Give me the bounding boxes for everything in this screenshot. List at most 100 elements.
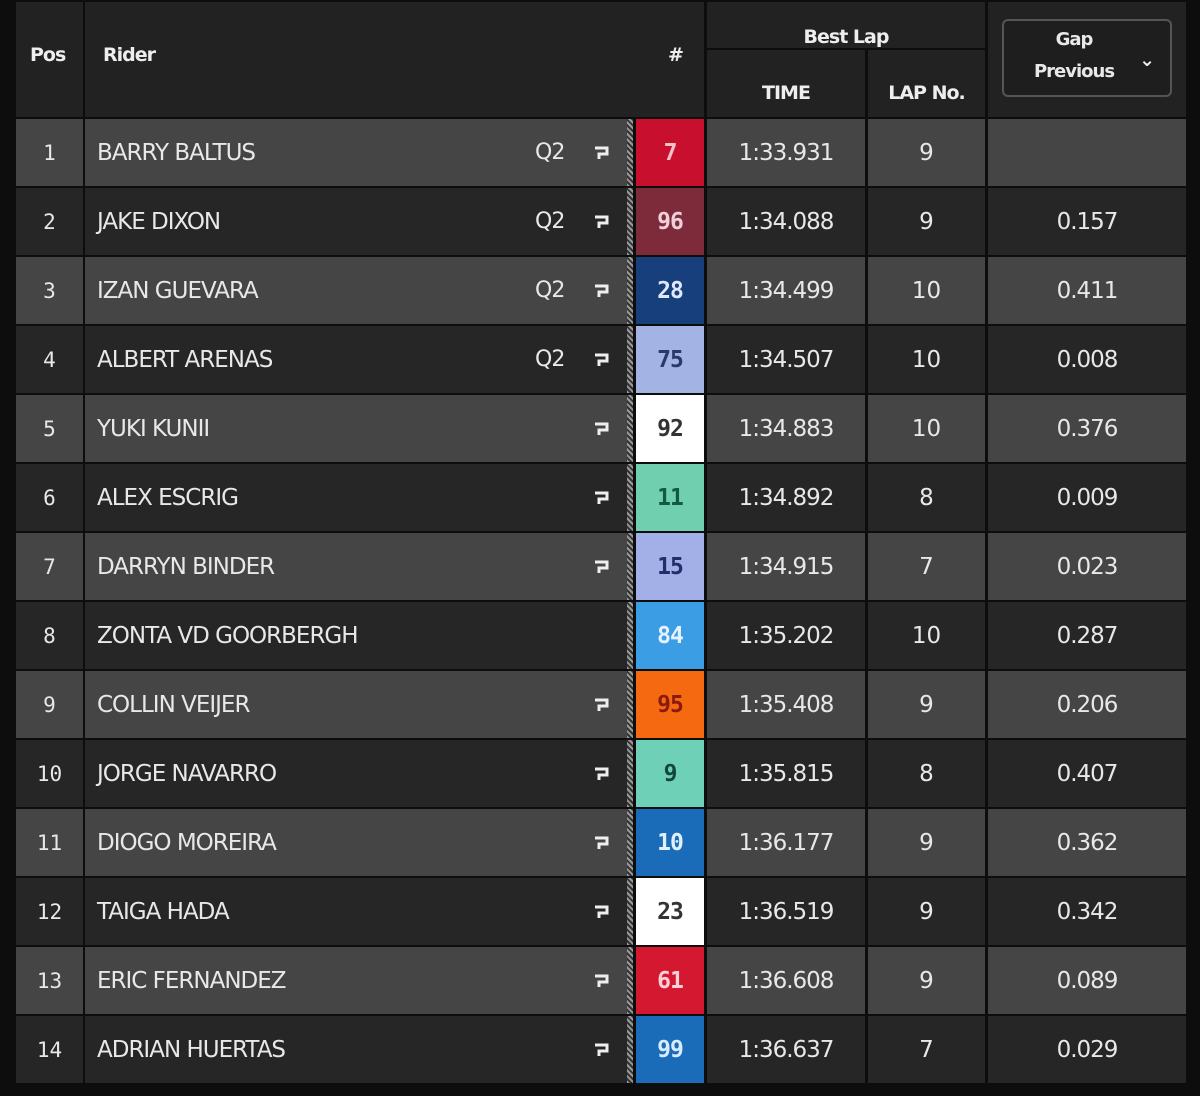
header-lap-no: LAP No. xyxy=(868,50,985,117)
session-badge: Q2 xyxy=(535,209,565,234)
zigzag-divider xyxy=(627,395,633,462)
zigzag-divider xyxy=(627,878,633,945)
rider-name: YUKI KUNII xyxy=(85,395,627,462)
rider-name: COLLIN VEIJER xyxy=(85,671,627,738)
rider-name: ALBERT ARENAS xyxy=(85,326,627,393)
best-lap-number: 10 xyxy=(868,257,985,324)
best-lap-number: 9 xyxy=(868,188,985,255)
gap-previous: 0.287 xyxy=(988,602,1186,669)
table-row[interactable]: 3 IZAN GUEVARA Q2 28 1:34.499 10 0.411 xyxy=(0,257,1200,324)
session-badge xyxy=(535,809,575,876)
position: 6 xyxy=(16,464,83,531)
table-row[interactable]: 10 JORGE NAVARRO 9 1:35.815 8 0.407 xyxy=(0,740,1200,807)
position: 7 xyxy=(16,533,83,600)
header-lap-no-label: LAP No. xyxy=(888,82,966,104)
best-lap-time: 1:35.202 xyxy=(707,602,865,669)
table-row[interactable]: 7 DARRYN BINDER 15 1:34.915 7 0.023 xyxy=(0,533,1200,600)
best-lap-number: 9 xyxy=(868,671,985,738)
table-row[interactable]: 9 COLLIN VEIJER 95 1:35.408 9 0.206 xyxy=(0,671,1200,738)
best-lap-time: 1:34.499 xyxy=(707,257,865,324)
rider-name: IZAN GUEVARA xyxy=(85,257,627,324)
best-lap-time: 1:35.815 xyxy=(707,740,865,807)
rider-number: 92 xyxy=(636,395,704,462)
gap-previous: 0.008 xyxy=(988,326,1186,393)
gap-previous: 0.009 xyxy=(988,464,1186,531)
position: 1 xyxy=(16,119,83,186)
pit-icon xyxy=(593,947,613,1014)
session-badge xyxy=(535,671,575,738)
gap-previous: 0.089 xyxy=(988,947,1186,1014)
zigzag-divider xyxy=(627,809,633,876)
rider-name: DARRYN BINDER xyxy=(85,533,627,600)
header-best-lap-label: Best Lap xyxy=(803,26,890,48)
table-row[interactable]: 1 BARRY BALTUS Q2 7 1:33.931 9 xyxy=(0,119,1200,186)
rider-number: 75 xyxy=(636,326,704,393)
table-row[interactable]: 11 DIOGO MOREIRA 10 1:36.177 9 0.362 xyxy=(0,809,1200,876)
rider-number: 99 xyxy=(636,1016,704,1083)
header-pos-label: Pos xyxy=(30,44,66,66)
gap-label-line1: Gap xyxy=(1055,29,1094,50)
pit-icon xyxy=(593,602,613,669)
position: 8 xyxy=(16,602,83,669)
table-row[interactable]: 4 ALBERT ARENAS Q2 75 1:34.507 10 0.008 xyxy=(0,326,1200,393)
best-lap-number: 8 xyxy=(868,464,985,531)
zigzag-divider xyxy=(627,740,633,807)
table-row[interactable]: 12 TAIGA HADA 23 1:36.519 9 0.342 xyxy=(0,878,1200,945)
header-time-label: TIME xyxy=(762,82,811,104)
position: 11 xyxy=(16,809,83,876)
table-row[interactable]: 14 ADRIAN HUERTAS 99 1:36.637 7 0.029 xyxy=(0,1016,1200,1083)
pit-icon xyxy=(593,1016,613,1083)
session-badge xyxy=(535,533,575,600)
table-row[interactable]: 6 ALEX ESCRIG 11 1:34.892 8 0.009 xyxy=(0,464,1200,531)
zigzag-divider xyxy=(627,1016,633,1083)
gap-previous: 0.376 xyxy=(988,395,1186,462)
pit-icon xyxy=(593,188,613,255)
best-lap-time: 1:36.519 xyxy=(707,878,865,945)
zigzag-divider xyxy=(627,119,633,186)
best-lap-time: 1:34.088 xyxy=(707,188,865,255)
best-lap-number: 7 xyxy=(868,1016,985,1083)
rider-name: ALEX ESCRIG xyxy=(85,464,627,531)
header-time: TIME xyxy=(707,50,865,117)
session-badge xyxy=(535,947,575,1014)
best-lap-time: 1:34.915 xyxy=(707,533,865,600)
header-gap: Gap Previous ⌄ xyxy=(988,2,1186,117)
best-lap-time: 1:33.931 xyxy=(707,119,865,186)
gap-previous: 0.362 xyxy=(988,809,1186,876)
rider-number: 9 xyxy=(636,740,704,807)
session-badge: Q2 xyxy=(535,140,565,165)
session-badge xyxy=(535,395,575,462)
rider-number: 95 xyxy=(636,671,704,738)
zigzag-divider xyxy=(627,257,633,324)
header-number-label: # xyxy=(668,44,684,66)
position: 12 xyxy=(16,878,83,945)
rider-number: 96 xyxy=(636,188,704,255)
table-row[interactable]: 5 YUKI KUNII 92 1:34.883 10 0.376 xyxy=(0,395,1200,462)
best-lap-time: 1:36.177 xyxy=(707,809,865,876)
position: 14 xyxy=(16,1016,83,1083)
rider-name: BARRY BALTUS xyxy=(85,119,627,186)
pit-icon xyxy=(593,533,613,600)
table-row[interactable]: 8 ZONTA VD GOORBERGH 84 1:35.202 10 0.28… xyxy=(0,602,1200,669)
rider-number: 28 xyxy=(636,257,704,324)
header-rider: Rider # xyxy=(85,2,704,117)
gap-mode-dropdown[interactable]: Gap Previous ⌄ xyxy=(1002,19,1172,97)
pit-icon xyxy=(593,326,613,393)
best-lap-number: 10 xyxy=(868,602,985,669)
table-row[interactable]: 13 ERIC FERNANDEZ 61 1:36.608 9 0.089 xyxy=(0,947,1200,1014)
table-row[interactable]: 2 JAKE DIXON Q2 96 1:34.088 9 0.157 xyxy=(0,188,1200,255)
rider-number: 11 xyxy=(636,464,704,531)
rider-name: ADRIAN HUERTAS xyxy=(85,1016,627,1083)
session-badge xyxy=(535,464,575,531)
pit-icon xyxy=(593,464,613,531)
session-badge: Q2 xyxy=(535,278,565,303)
pit-icon xyxy=(593,809,613,876)
best-lap-number: 8 xyxy=(868,740,985,807)
gap-previous: 0.157 xyxy=(988,188,1186,255)
position: 2 xyxy=(16,188,83,255)
zigzag-divider xyxy=(627,947,633,1014)
position: 5 xyxy=(16,395,83,462)
position: 3 xyxy=(16,257,83,324)
gap-previous: 0.023 xyxy=(988,533,1186,600)
gap-previous: 0.029 xyxy=(988,1016,1186,1083)
